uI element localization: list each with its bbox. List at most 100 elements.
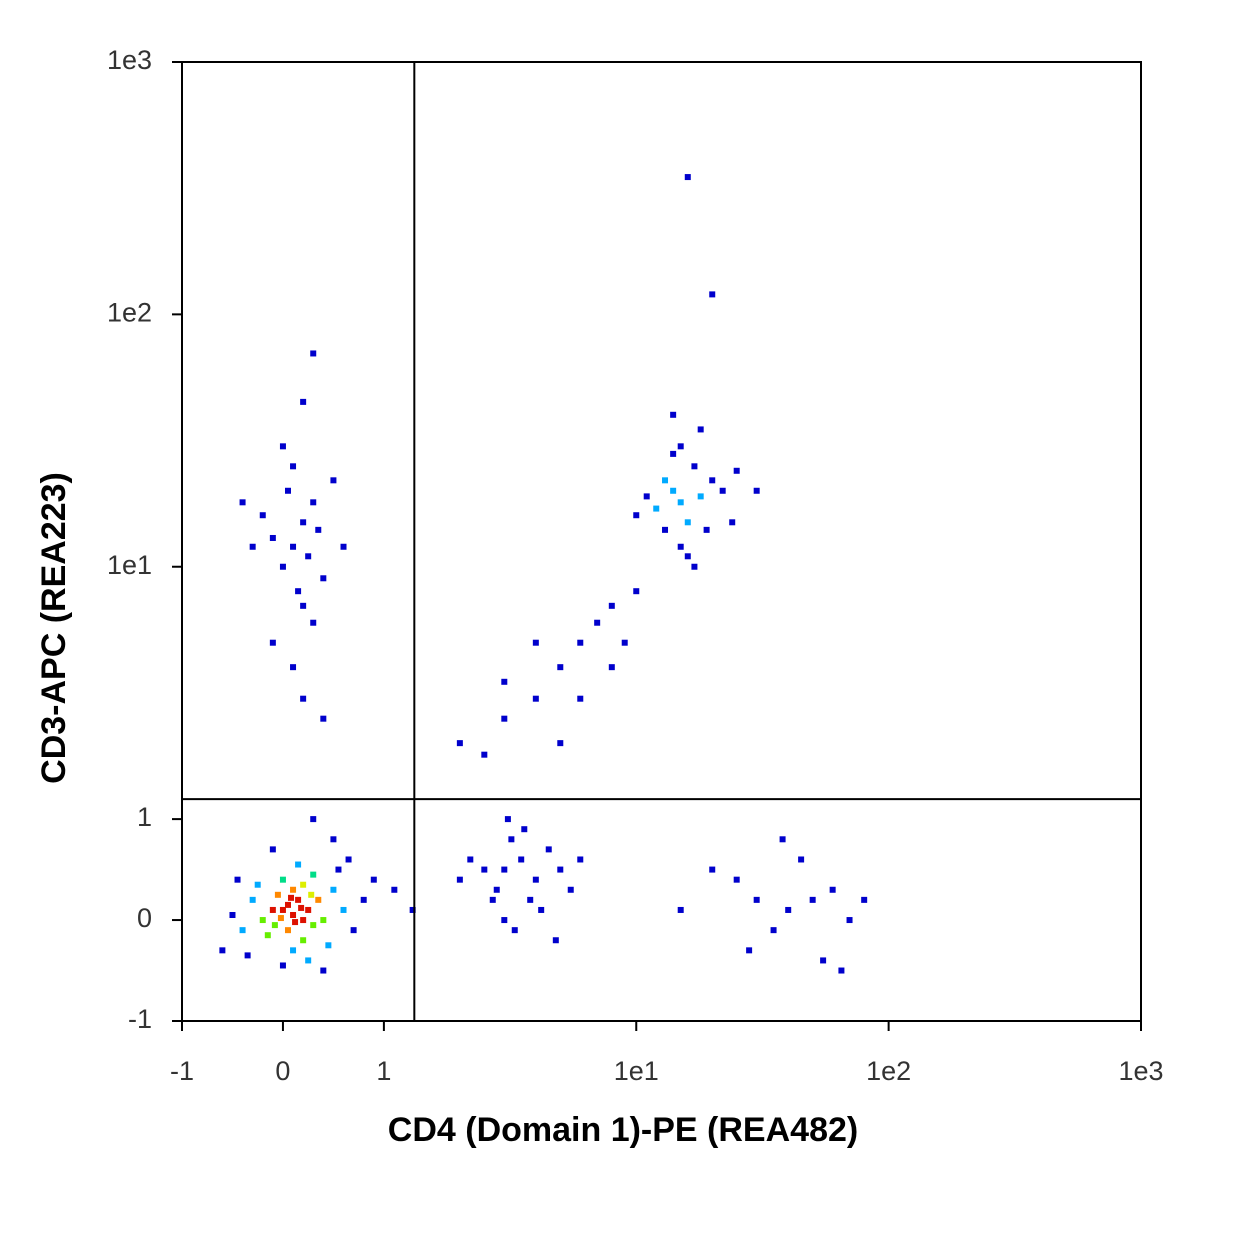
event-dot (829, 886, 836, 893)
event-dot (300, 695, 307, 702)
event-dot (305, 957, 312, 964)
event-dot (229, 912, 236, 919)
event-dot (290, 912, 297, 919)
y-tick-label: 1e1 (107, 550, 152, 580)
event-dot (300, 881, 307, 888)
event-dot (703, 526, 710, 533)
event-dot (279, 876, 286, 883)
event-dot (532, 639, 539, 646)
event-dot (511, 927, 518, 934)
event-dot (288, 894, 295, 901)
event-dot (310, 619, 317, 626)
event-dot (467, 856, 474, 863)
event-dot (274, 891, 281, 898)
event-dot (360, 896, 367, 903)
event-dot (350, 927, 357, 934)
event-dot (305, 553, 312, 560)
event-dot (335, 866, 342, 873)
event-dot (501, 866, 508, 873)
event-dot (489, 896, 496, 903)
event-dot (527, 896, 534, 903)
event-dot (662, 526, 669, 533)
event-dot (677, 443, 684, 450)
event-dot (315, 526, 322, 533)
event-dot (779, 836, 786, 843)
event-dot (557, 740, 564, 747)
event-dot (493, 886, 500, 893)
event-dot (292, 919, 299, 926)
event-dot (538, 906, 545, 913)
event-dot (653, 505, 660, 512)
event-dot (290, 947, 297, 954)
event-dot (456, 740, 463, 747)
event-dot (709, 477, 716, 484)
event-dot (234, 876, 241, 883)
x-tick-label: 1e1 (614, 1056, 659, 1086)
event-dot (532, 695, 539, 702)
event-dot (308, 891, 315, 898)
event-dot (594, 619, 601, 626)
event-dot (340, 906, 347, 913)
event-dot (310, 499, 317, 506)
x-axis-title: CD4 (Domain 1)-PE (REA482) (388, 1111, 858, 1149)
event-dot (809, 896, 816, 903)
event-dot (608, 602, 615, 609)
event-dot (785, 906, 792, 913)
event-dot (279, 443, 286, 450)
plot-frame (181, 61, 1142, 1022)
event-dot (279, 962, 286, 969)
event-dot (753, 896, 760, 903)
event-dot (269, 639, 276, 646)
event-dot (264, 932, 271, 939)
event-dot (279, 906, 286, 913)
event-dot (501, 678, 508, 685)
event-dot (259, 512, 266, 519)
event-dot (709, 866, 716, 873)
event-dot (300, 917, 307, 924)
y-tick-label: 1e2 (107, 297, 152, 327)
event-dot (310, 922, 317, 929)
event-dot (820, 957, 827, 964)
event-dot (330, 477, 337, 484)
event-dot (300, 519, 307, 526)
event-dot (239, 499, 246, 506)
event-dot (340, 543, 347, 550)
event-dot (861, 896, 868, 903)
event-dot (691, 463, 698, 470)
event-dot (300, 398, 307, 405)
event-dot (545, 846, 552, 853)
y-tick-label: 0 (137, 903, 152, 933)
event-dot (370, 876, 377, 883)
event-dot (300, 937, 307, 944)
event-dot (719, 487, 726, 494)
event-dot (310, 871, 317, 878)
event-dot (271, 922, 278, 929)
event-dot (691, 563, 698, 570)
event-dot (670, 450, 677, 457)
event-dot (290, 886, 297, 893)
event-dot (456, 876, 463, 883)
event-dot (310, 816, 317, 823)
event-dot (249, 896, 256, 903)
event-dot (684, 174, 691, 181)
event-dot (269, 846, 276, 853)
event-dot (284, 901, 291, 908)
event-dot (310, 350, 317, 357)
event-dot (320, 715, 327, 722)
event-dot (391, 886, 398, 893)
event-dot (846, 917, 853, 924)
event-dot (330, 886, 337, 893)
x-tick-label: 1e3 (1118, 1056, 1163, 1086)
event-dot (684, 519, 691, 526)
event-dot (219, 947, 226, 954)
event-dot (284, 927, 291, 934)
event-dot (295, 896, 302, 903)
event-dot (300, 602, 307, 609)
event-dot (305, 906, 312, 913)
event-dot (249, 543, 256, 550)
x-tick-label: -1 (170, 1056, 194, 1086)
event-dot (577, 856, 584, 863)
y-tick-label: -1 (128, 1004, 152, 1034)
event-dot (295, 588, 302, 595)
